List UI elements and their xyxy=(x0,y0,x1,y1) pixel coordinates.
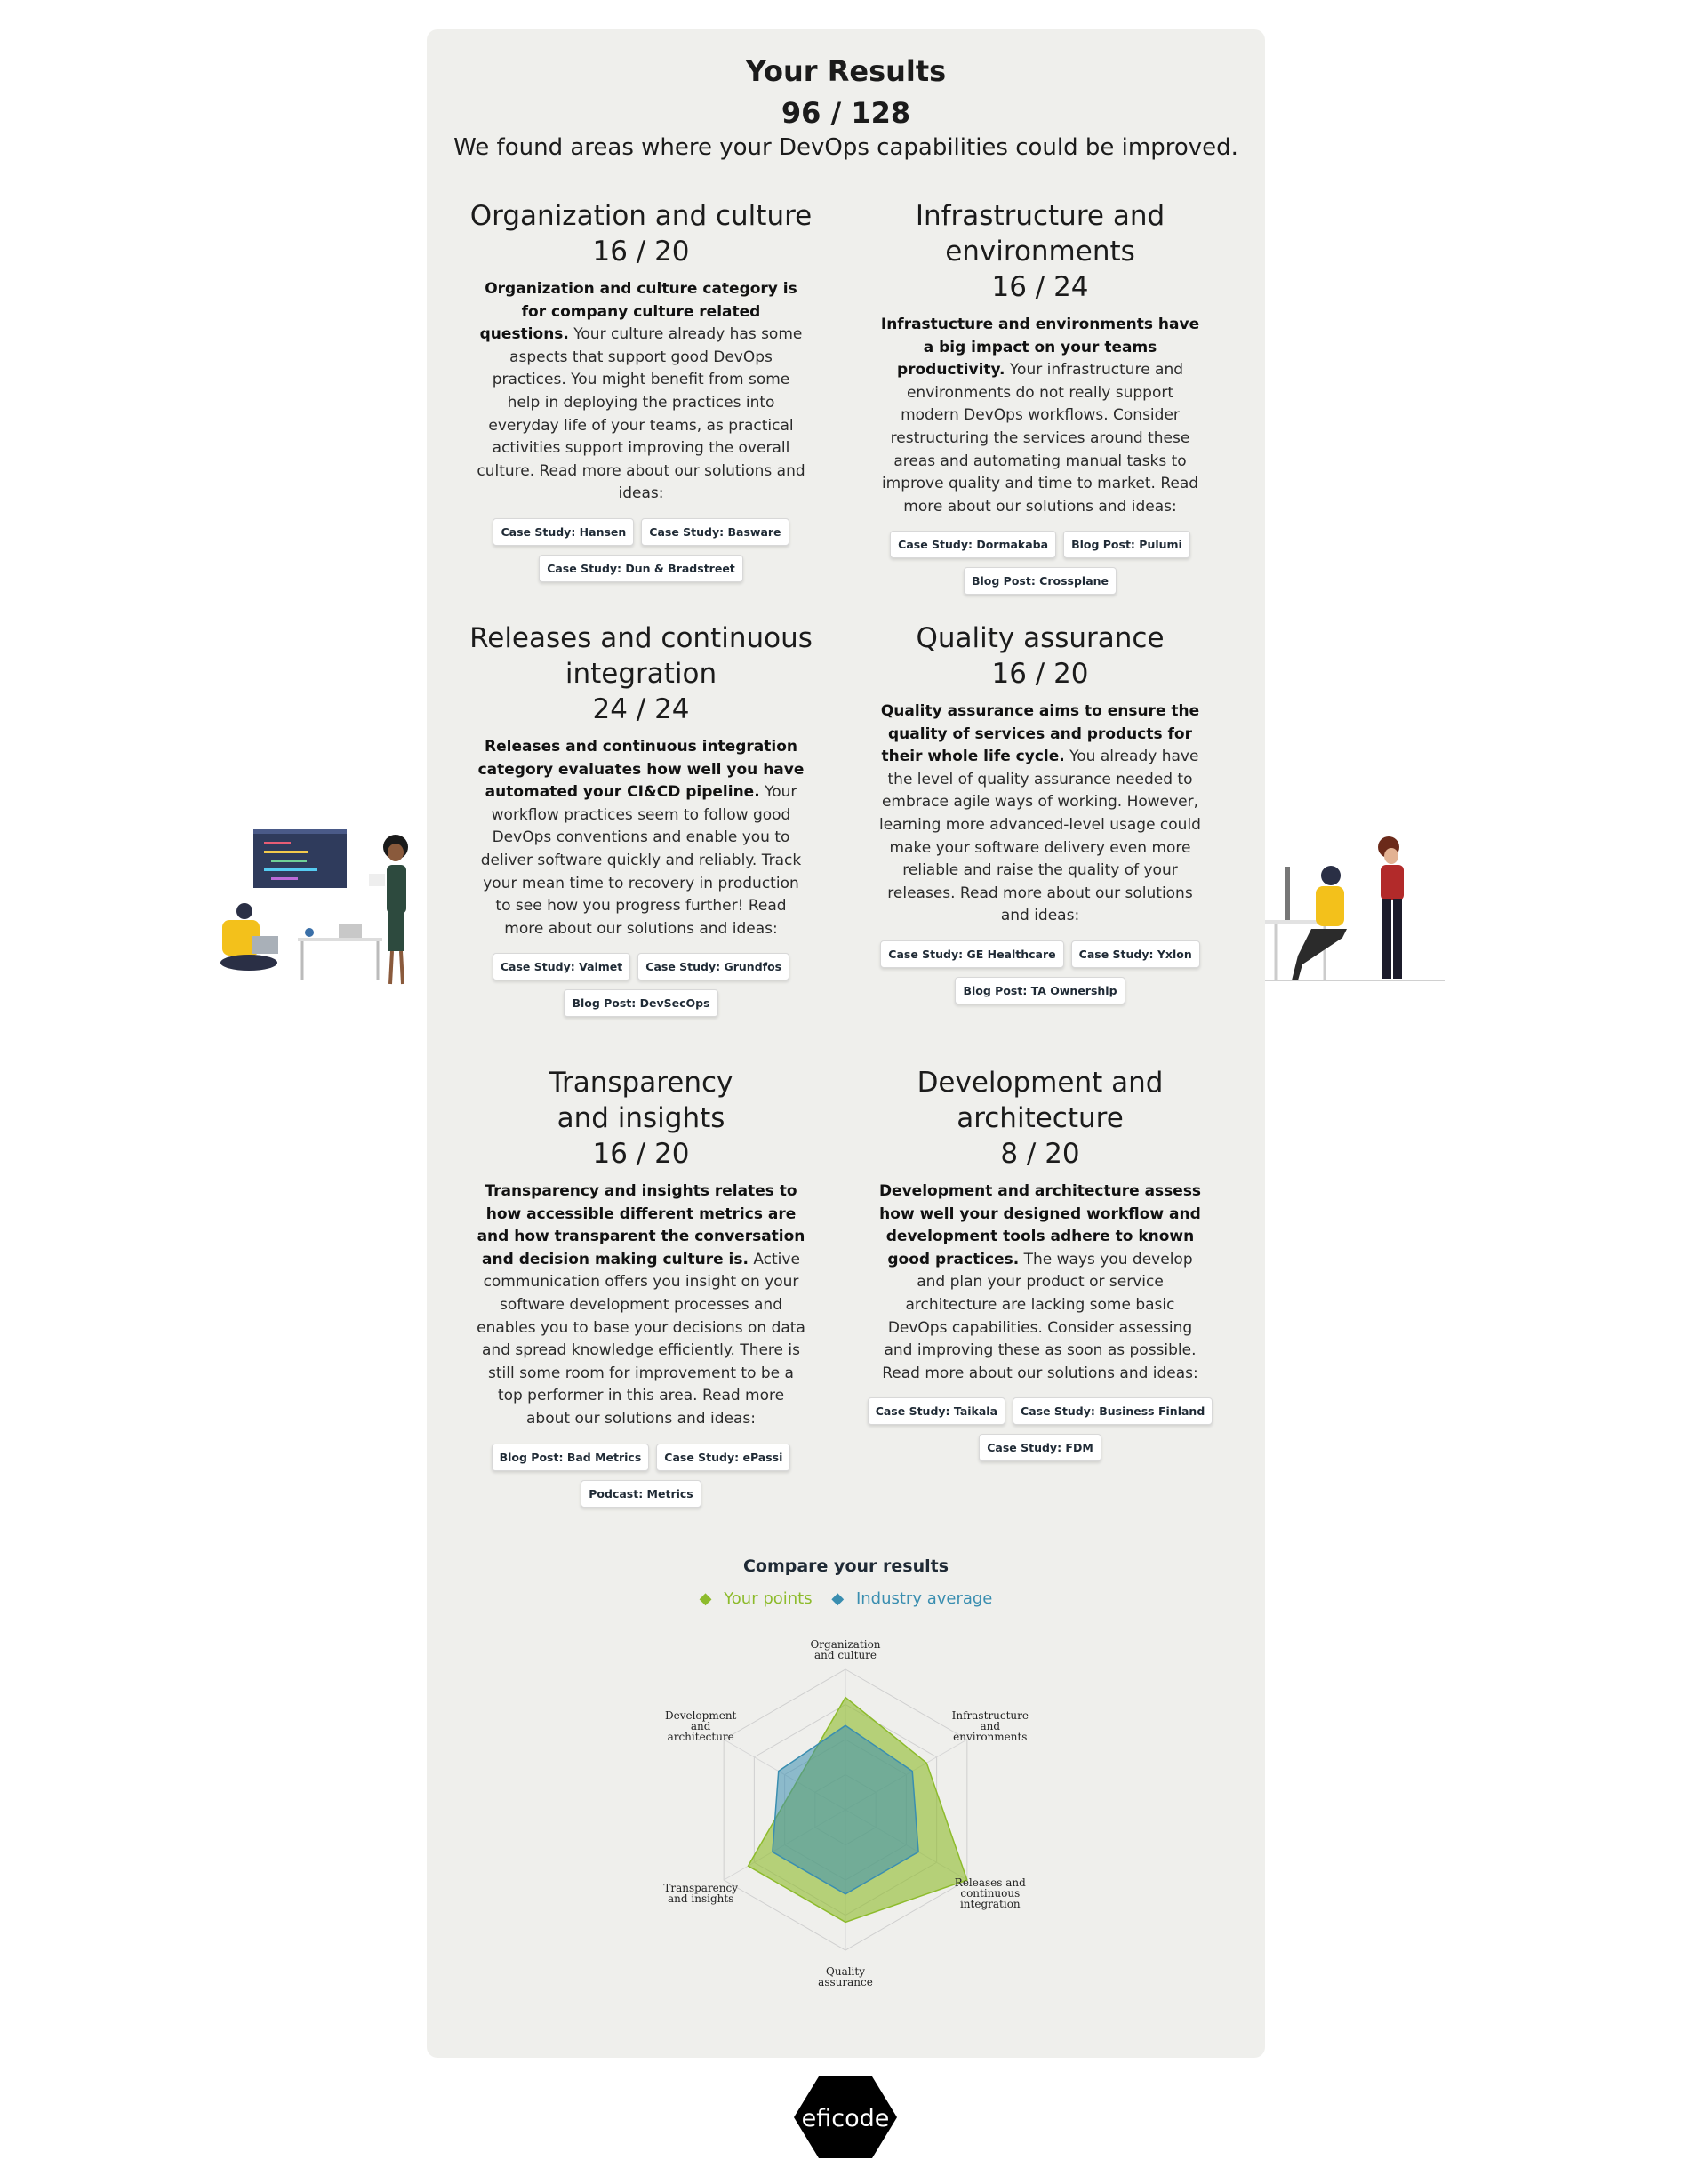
category-development-architecture: Development and architecture 8 / 20 Deve… xyxy=(867,1065,1213,1462)
category-title: Releases and continuous integration xyxy=(469,622,813,690)
results-summary: We found areas where your DevOps capabil… xyxy=(453,134,1238,161)
category-links: Case Study: Hansen Case Study: Basware C… xyxy=(468,517,814,582)
category-title: Organization and culture xyxy=(469,200,813,232)
legend-your-points[interactable]: ◆ Your points xyxy=(696,1589,821,1608)
radar-axis-label: Development and architecture xyxy=(665,1709,737,1743)
category-score: 24 / 24 xyxy=(592,693,690,725)
category-score: 16 / 20 xyxy=(991,658,1089,690)
radar-chart: Organization and culture Infrastructure and… xyxy=(663,1638,1029,1988)
category-description: Releases and continuous integration cate… xyxy=(468,736,814,940)
link-blog-post-bad-metrics[interactable]: Blog Post: Bad Metrics xyxy=(491,1443,650,1471)
category-body: Active communication offers you insight … xyxy=(477,1250,805,1428)
link-blog-post-crossplane[interactable]: Blog Post: Crossplane xyxy=(963,567,1117,596)
link-case-study-epassi[interactable]: Case Study: ePassi xyxy=(656,1443,791,1471)
category-description: Infrastucture and environments have a bi… xyxy=(867,314,1213,518)
radar-series-industry-average xyxy=(772,1724,919,1895)
legend-label-industry: Industry average xyxy=(855,1589,993,1608)
radar-axis-label: Quality assurance xyxy=(818,1965,873,1988)
legend-industry-average[interactable]: ◆ Industry average xyxy=(828,1589,996,1608)
category-lead: Development and architecture assess how … xyxy=(878,1182,1202,1268)
diamond-icon: ◆ xyxy=(699,1589,712,1608)
diamond-icon: ◆ xyxy=(831,1589,845,1608)
link-podcast-metrics[interactable]: Podcast: Metrics xyxy=(581,1479,701,1508)
category-title: Quality assurance xyxy=(916,622,1165,654)
results-panel: Your Results 96 / 128 We found areas whe… xyxy=(427,29,1265,2058)
link-case-study-taikala[interactable]: Case Study: Taikala xyxy=(867,1397,1006,1426)
category-organization-culture: Organization and culture 16 / 20 Organiz… xyxy=(468,198,814,582)
link-blog-post-pulumi[interactable]: Blog Post: Pulumi xyxy=(1063,531,1190,559)
link-case-study-hansen[interactable]: Case Study: Hansen xyxy=(493,517,635,546)
category-transparency-insights: Transparency and insights 16 / 20 Transp… xyxy=(468,1065,814,1508)
category-title: Transparency and insights xyxy=(549,1067,733,1134)
left-illustration xyxy=(218,822,431,1004)
category-releases-ci: Releases and continuous integration 24 /… xyxy=(468,620,814,1018)
category-lead: Transparency and insights relates to how… xyxy=(477,1182,805,1268)
category-description: Transparency and insights relates to how… xyxy=(468,1180,814,1431)
link-case-study-dormakaba[interactable]: Case Study: Dormakaba xyxy=(890,531,1057,559)
category-body: Your workflow practices seem to follow g… xyxy=(480,783,802,938)
link-blog-post-devsecops[interactable]: Blog Post: DevSecOps xyxy=(564,989,718,1018)
category-links: Case Study: Dormakaba Blog Post: Pulumi … xyxy=(867,531,1213,596)
right-illustration xyxy=(1258,831,1449,1004)
radar-axis-label: Releases and continuous integration xyxy=(955,1876,1026,1910)
category-title: Development and architecture xyxy=(917,1067,1164,1134)
category-links: Case Study: Taikala Case Study: Business… xyxy=(867,1397,1213,1462)
link-blog-post-ta-ownership[interactable]: Blog Post: TA Ownership xyxy=(955,976,1125,1004)
radar-axis-label: Infrastructure and environments xyxy=(952,1709,1029,1743)
radar-axis-label: Organization and culture xyxy=(810,1638,880,1661)
legend-label-yours: Your points xyxy=(724,1589,813,1608)
category-description: Development and architecture assess how … xyxy=(867,1180,1213,1385)
link-case-study-yxlon[interactable]: Case Study: Yxlon xyxy=(1070,940,1200,968)
category-lead: Infrastucture and environments have a bi… xyxy=(880,316,1200,380)
logo-text: eficode xyxy=(802,2105,890,2132)
link-case-study-dun-bradstreet[interactable]: Case Study: Dun & Bradstreet xyxy=(539,554,743,582)
category-lead: Releases and continuous integration cate… xyxy=(477,738,805,802)
total-score: 96 / 128 xyxy=(781,96,911,130)
link-case-study-grundfos[interactable]: Case Study: Grundfos xyxy=(637,953,790,981)
link-case-study-business-finland[interactable]: Case Study: Business Finland xyxy=(1013,1397,1213,1426)
link-case-study-valmet[interactable]: Case Study: Valmet xyxy=(492,953,631,981)
category-body: Your culture already has some aspects th… xyxy=(477,325,805,503)
link-case-study-fdm[interactable]: Case Study: FDM xyxy=(979,1434,1101,1462)
page-title: Your Results xyxy=(745,54,947,88)
category-description: Quality assurance aims to ensure the qua… xyxy=(867,700,1213,928)
radar-axis-label: Transparency and insights xyxy=(663,1882,738,1905)
category-score: 16 / 20 xyxy=(592,236,690,268)
category-body: The ways you develop and plan your produ… xyxy=(882,1250,1198,1382)
chart-legend: ◆ Your points ◆ Industry average xyxy=(427,1589,1265,1608)
category-quality-assurance: Quality assurance 16 / 20 Quality assura… xyxy=(867,620,1213,1004)
link-case-study-ge-healthcare[interactable]: Case Study: GE Healthcare xyxy=(880,940,1064,968)
category-body: You already have the level of quality as… xyxy=(879,748,1201,925)
category-lead: Organization and culture category is for… xyxy=(479,280,797,344)
category-links: Case Study: GE Healthcare Case Study: Yx… xyxy=(867,940,1213,1004)
category-score: 16 / 24 xyxy=(991,271,1089,303)
category-links: Case Study: Valmet Case Study: Grundfos … xyxy=(468,953,814,1018)
category-infrastructure-environments: Infrastructure and environments 16 / 24 … xyxy=(867,198,1213,596)
category-lead: Quality assurance aims to ensure the qua… xyxy=(880,702,1200,766)
category-title: Infrastructure and environments xyxy=(915,200,1165,268)
category-links: Blog Post: Bad Metrics Case Study: ePass… xyxy=(468,1443,814,1508)
eficode-logo[interactable]: eficode xyxy=(792,2073,899,2165)
category-description: Organization and culture category is for… xyxy=(468,278,814,506)
category-score: 16 / 20 xyxy=(592,1138,690,1170)
link-case-study-basware[interactable]: Case Study: Basware xyxy=(641,517,789,546)
compare-title: Compare your results xyxy=(742,1556,949,1576)
category-body: Your infrastructure and environments do … xyxy=(881,361,1199,516)
category-score: 8 / 20 xyxy=(1000,1138,1080,1170)
